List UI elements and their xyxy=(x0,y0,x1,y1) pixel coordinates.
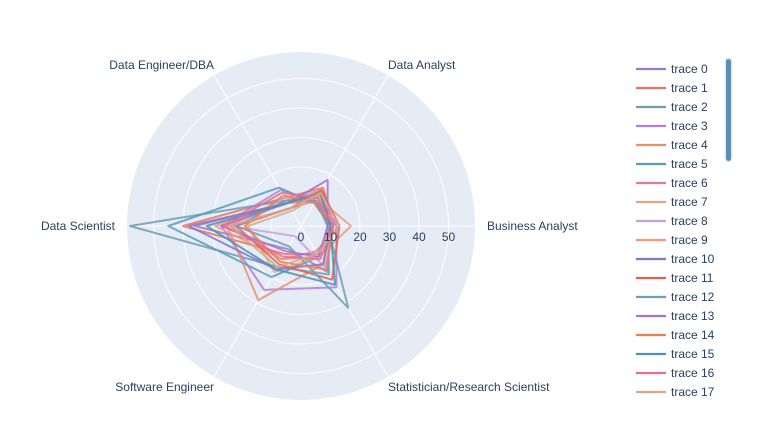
trace-line-13 xyxy=(220,179,329,258)
category-label-5: Statistician/Research Scientist xyxy=(388,380,550,394)
legend-scrollbar[interactable] xyxy=(726,59,731,161)
legend-label-3: trace 3 xyxy=(671,119,708,133)
legend-item-4[interactable]: trace 4 xyxy=(636,138,708,152)
legend-item-15[interactable]: trace 15 xyxy=(636,347,715,361)
legend-item-11[interactable]: trace 11 xyxy=(636,271,714,285)
legend-item-6[interactable]: trace 6 xyxy=(636,176,708,190)
legend-label-4: trace 4 xyxy=(671,138,708,152)
legend-label-16: trace 16 xyxy=(671,366,715,380)
legend-item-12[interactable]: trace 12 xyxy=(636,290,715,304)
category-label-3: Data Scientist xyxy=(41,219,116,233)
category-label-2: Data Engineer/DBA xyxy=(109,58,214,72)
legend-item-14[interactable]: trace 14 xyxy=(636,328,715,342)
radial-tick-label-4: 40 xyxy=(412,230,426,244)
series-traces xyxy=(128,179,352,309)
legend-item-17[interactable]: trace 17 xyxy=(636,385,715,399)
legend-label-6: trace 6 xyxy=(671,176,708,190)
legend-item-7[interactable]: trace 7 xyxy=(636,195,708,209)
legend-label-14: trace 14 xyxy=(671,328,715,342)
legend-item-2[interactable]: trace 2 xyxy=(636,100,708,114)
legend-label-12: trace 12 xyxy=(671,290,715,304)
legend-label-9: trace 9 xyxy=(671,233,708,247)
category-label-4: Software Engineer xyxy=(115,380,214,394)
legend-label-0: trace 0 xyxy=(671,62,708,76)
legend-label-7: trace 7 xyxy=(671,195,708,209)
radial-tick-label-2: 20 xyxy=(353,230,367,244)
legend-label-5: trace 5 xyxy=(671,157,708,171)
legend-label-2: trace 2 xyxy=(671,100,708,114)
legend-item-1[interactable]: trace 1 xyxy=(636,81,708,95)
category-label-1: Data Analyst xyxy=(388,58,456,72)
category-label-0: Business Analyst xyxy=(487,219,578,233)
legend-item-10[interactable]: trace 10 xyxy=(636,252,715,266)
radial-tick-label-3: 30 xyxy=(383,230,397,244)
legend-item-0[interactable]: trace 0 xyxy=(636,62,708,76)
legend-label-15: trace 15 xyxy=(671,347,715,361)
legend-label-10: trace 10 xyxy=(671,252,715,266)
legend-item-3[interactable]: trace 3 xyxy=(636,119,708,133)
radial-tick-labels: 0 10 20 30 40 50 xyxy=(298,230,456,244)
legend-item-16[interactable]: trace 16 xyxy=(636,366,715,380)
category-labels: Business Analyst Data Analyst Data Enginee… xyxy=(41,58,578,394)
legend-label-11: trace 11 xyxy=(671,271,714,285)
trace-line-17 xyxy=(229,191,341,268)
trace-line-12 xyxy=(235,199,350,309)
legend-label-13: trace 13 xyxy=(671,309,715,323)
radial-tick-label-0: 0 xyxy=(298,230,305,244)
trace-line-14 xyxy=(243,194,335,271)
radial-tick-label-1: 10 xyxy=(324,230,338,244)
legend-label-8: trace 8 xyxy=(671,214,708,228)
legend-label-1: trace 1 xyxy=(671,81,708,95)
legend[interactable]: trace 0 trace 1 trace 2 trace 3 trace 4 trace… xyxy=(636,62,715,399)
radial-tick-label-5: 50 xyxy=(442,230,456,244)
trace-line-16 xyxy=(223,191,335,261)
legend-item-8[interactable]: trace 8 xyxy=(636,214,708,228)
legend-label-17: trace 17 xyxy=(671,385,715,399)
legend-item-5[interactable]: trace 5 xyxy=(636,157,708,171)
legend-item-13[interactable]: trace 13 xyxy=(636,309,715,323)
legend-item-9[interactable]: trace 9 xyxy=(636,233,708,247)
